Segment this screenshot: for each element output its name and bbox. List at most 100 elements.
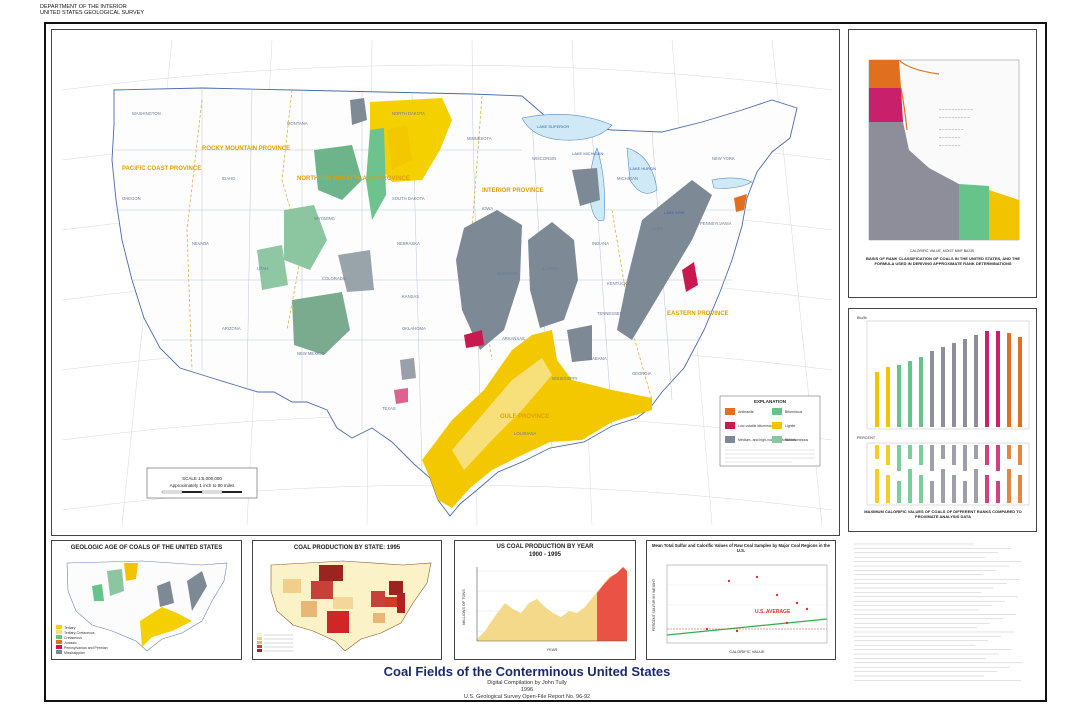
state-fill bbox=[389, 581, 403, 595]
agency-line-2: UNITED STATES GEOLOGICAL SURVEY bbox=[40, 10, 145, 16]
legend-label: Medium- and high-volatile bituminous bbox=[738, 438, 796, 442]
production-state-title: COAL PRODUCTION BY STATE: 1995 bbox=[293, 545, 401, 551]
texas-red-field bbox=[394, 388, 408, 404]
state-label: MISSOURI bbox=[497, 271, 518, 276]
coal-fields bbox=[257, 98, 747, 508]
state-label: ARIZONA bbox=[222, 326, 241, 331]
calorific-bar bbox=[930, 351, 934, 427]
rank-classification-panel: ─ ─ ─ ─ ─ ─ ─ ─ ─ ─ ─ ─ ─ ─ ─ ─ ─ ─ ─ ─ … bbox=[848, 29, 1037, 298]
legend-swatch bbox=[772, 422, 782, 429]
legend-label: Lignite bbox=[785, 424, 795, 428]
state-label: SOUTH DAKOTA bbox=[392, 196, 425, 201]
lake-label: LAKE MICHIGAN bbox=[572, 151, 603, 156]
rocky-mtn-field-3 bbox=[292, 292, 350, 355]
sulfur-chart: U.S. AVERAGE PERCENT SULFUR BY WEIGHT CA… bbox=[652, 564, 828, 654]
interior-field-west bbox=[456, 210, 522, 350]
production-year-chart: MILLIONS OF TONS YEAR bbox=[462, 567, 627, 652]
proximate-bar bbox=[1007, 445, 1011, 503]
geologic-age-map: Tertiary Tertiary-Cretaceous Cretaceous … bbox=[56, 560, 228, 655]
title-block: Coal Fields of the Conterminous United S… bbox=[352, 664, 702, 700]
rank-band-high-rank bbox=[869, 88, 903, 122]
calorific-bar bbox=[919, 357, 923, 427]
appalachian-field bbox=[617, 180, 712, 340]
calorific-bar bbox=[974, 335, 978, 427]
calorific-bar bbox=[996, 331, 1000, 427]
state-fill bbox=[311, 581, 333, 599]
texas-gray-field bbox=[400, 358, 416, 380]
interior-field-illinois bbox=[528, 222, 578, 328]
western-field-green-1 bbox=[366, 128, 386, 220]
michigan-basin-field bbox=[572, 168, 600, 206]
calorific-bar bbox=[952, 343, 956, 427]
state-label: NEBRASKA bbox=[397, 241, 420, 246]
state-fill bbox=[385, 597, 397, 607]
proximate-gap bbox=[941, 459, 945, 469]
state-label: WISCONSIN bbox=[532, 156, 556, 161]
legend-label: Pennsylvanian and Permian bbox=[64, 646, 108, 650]
lake-labels: LAKE SUPERIOR LAKE HURON LAKE ERIE LAKE … bbox=[537, 124, 685, 215]
agency-line-1: DEPARTMENT OF THE INTERIOR bbox=[40, 4, 127, 10]
legend-label: Cretaceous bbox=[64, 636, 82, 640]
notes-panel bbox=[848, 540, 1035, 690]
legend-swatch bbox=[725, 408, 735, 415]
state-label: OHIO bbox=[652, 226, 663, 231]
lake-superior bbox=[521, 114, 613, 141]
lake-huron bbox=[626, 147, 658, 194]
state-label: ILLINOIS bbox=[542, 266, 559, 271]
state-label: LOUISIANA bbox=[514, 431, 537, 436]
production-ylabel: MILLIONS OF TONS bbox=[462, 589, 466, 625]
proximate-gap bbox=[930, 471, 934, 481]
proximate-gap bbox=[908, 459, 912, 469]
legend-swatch bbox=[772, 436, 782, 443]
proximate-gap bbox=[897, 471, 901, 481]
proximate-gap bbox=[875, 459, 879, 469]
calorific-chart: Btu/lb PERCENT MAXIMUM CALORIFIC VALUES … bbox=[857, 316, 1030, 519]
production-year-subtitle: 1900 - 1995 bbox=[528, 552, 562, 558]
map-title: Coal Fields of the Conterminous United S… bbox=[383, 664, 671, 679]
production-state-map bbox=[257, 560, 432, 652]
calorific-bar bbox=[985, 331, 989, 427]
province-label: ROCKY MOUNTAIN PROVINCE bbox=[202, 146, 290, 152]
state-label: ALABAMA bbox=[587, 356, 607, 361]
main-map: PACIFIC COAST PROVINCE ROCKY MOUNTAIN PR… bbox=[61, 39, 833, 526]
rank-chart: ─ ─ ─ ─ ─ ─ ─ ─ ─ ─ ─ ─ ─ ─ ─ ─ ─ ─ ─ ─ … bbox=[866, 59, 1020, 266]
production-state-panel: COAL PRODUCTION BY STATE: 1995 bbox=[252, 540, 442, 660]
province-label: GULF PROVINCE bbox=[500, 414, 549, 420]
proximate-bar bbox=[941, 445, 945, 503]
scale-text: SCALE 1:5,000,000 bbox=[182, 476, 222, 481]
state-fill bbox=[301, 601, 317, 617]
legend-label: Mississippian bbox=[64, 651, 85, 655]
state-label: MICHIGAN bbox=[617, 176, 638, 181]
state-label: UTAH bbox=[257, 266, 268, 271]
lake-label: LAKE SUPERIOR bbox=[537, 124, 569, 129]
compilation-credit: Digital Compilation by John Tully bbox=[487, 680, 567, 686]
state-label: IOWA bbox=[482, 206, 493, 211]
appalachian-red-field bbox=[682, 262, 698, 292]
geologic-age-panel: GEOLOGIC AGE OF COALS OF THE UNITED STAT… bbox=[51, 540, 242, 660]
rank-band-bituminous bbox=[869, 122, 959, 240]
state-label: KENTUCKY bbox=[607, 281, 630, 286]
production-area-recent bbox=[597, 567, 627, 641]
formula-text: ─ ─ ─ ─ ─ ─ ─ bbox=[938, 135, 961, 139]
calorific-bar bbox=[897, 365, 901, 427]
state-label: KANSAS bbox=[402, 294, 419, 299]
state-label: MONTANA bbox=[287, 121, 308, 126]
state-fill bbox=[373, 613, 385, 623]
province-label: INTERIOR PROVINCE bbox=[482, 188, 544, 194]
production-legend bbox=[257, 633, 293, 652]
province-label: NORTHERN GREAT PLAINS PROVINCE bbox=[297, 176, 410, 182]
scale-subtext: Approximately 1 inch to 80 miles bbox=[170, 483, 236, 488]
state-label: IDAHO bbox=[222, 176, 236, 181]
proximate-gap bbox=[963, 471, 967, 481]
calorific-bar bbox=[875, 372, 879, 427]
formula-text: ─ ─ ─ ─ ─ ─ ─ ─ bbox=[938, 127, 964, 131]
state-label: WYOMING bbox=[314, 216, 335, 221]
formula-text: ─ ─ ─ ─ ─ ─ ─ ─ ─ ─ ─ bbox=[938, 107, 973, 111]
legend-label: Tertiary bbox=[64, 626, 76, 630]
main-map-panel: PACIFIC COAST PROVINCE ROCKY MOUNTAIN PR… bbox=[51, 29, 840, 536]
legend-swatch bbox=[725, 422, 735, 429]
sulfur-ylabel: PERCENT SULFUR BY WEIGHT bbox=[652, 578, 656, 631]
state-fill bbox=[397, 593, 405, 613]
legend-label: Bituminous bbox=[785, 410, 803, 414]
state-fill bbox=[333, 597, 353, 609]
